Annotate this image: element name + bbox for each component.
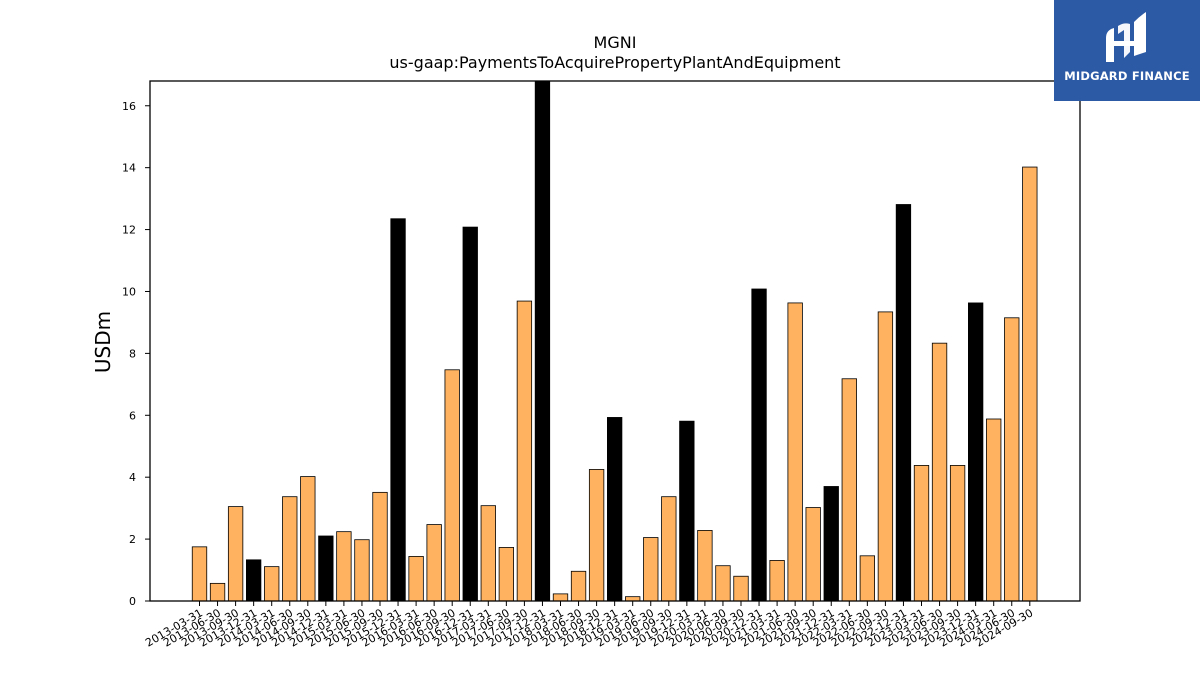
bar xyxy=(552,593,569,602)
bar xyxy=(823,486,839,602)
bar xyxy=(264,566,280,602)
bar xyxy=(715,565,731,602)
bar xyxy=(895,204,912,602)
y-tick-label: 0 xyxy=(129,595,136,608)
bar xyxy=(516,300,533,602)
bar xyxy=(968,302,984,602)
bar xyxy=(733,575,749,602)
chart-subtitle: us-gaap:PaymentsToAcquirePropertyPlantAn… xyxy=(389,53,840,72)
bar xyxy=(191,546,208,602)
bar xyxy=(679,420,695,602)
bar xyxy=(588,469,605,602)
y-tick-label: 2 xyxy=(129,533,136,546)
brand-logo: MIDGARD FINANCE xyxy=(1054,0,1200,101)
bar xyxy=(949,465,966,602)
bar xyxy=(769,560,785,602)
plot-frame xyxy=(149,80,1081,602)
y-tick-label: 12 xyxy=(122,224,136,237)
bar xyxy=(534,80,551,602)
bar xyxy=(877,311,894,602)
bar xyxy=(245,559,262,602)
brand-name: MIDGARD FINANCE xyxy=(1064,69,1190,83)
y-tick-label: 8 xyxy=(129,347,136,360)
bar xyxy=(697,530,713,602)
bar xyxy=(372,491,388,602)
bar xyxy=(318,535,334,602)
bar xyxy=(751,288,767,602)
x-axis-ticks: 2013-03-312013-06-302013-09-302013-12-31… xyxy=(143,601,1035,650)
y-tick-label: 4 xyxy=(129,471,136,484)
bar xyxy=(841,378,857,602)
bar xyxy=(859,555,875,602)
y-tick-label: 10 xyxy=(122,285,136,298)
y-axis-label: USDm xyxy=(91,311,115,373)
bar xyxy=(913,465,930,602)
bar xyxy=(209,582,226,602)
bar xyxy=(390,218,406,602)
bar xyxy=(227,506,244,602)
bar xyxy=(444,369,460,602)
bar xyxy=(354,539,370,602)
bar xyxy=(300,476,316,602)
bar xyxy=(787,302,803,602)
midgard-logo-icon xyxy=(1106,12,1146,62)
bar xyxy=(607,417,623,602)
bar xyxy=(643,537,659,602)
bar xyxy=(426,524,442,602)
bar xyxy=(282,496,298,602)
y-tick-label: 16 xyxy=(122,100,136,113)
bar xyxy=(805,507,821,602)
y-tick-label: 14 xyxy=(122,162,136,175)
y-tick-label: 6 xyxy=(129,409,136,422)
bar xyxy=(1004,317,1020,602)
bar xyxy=(661,496,677,602)
bar xyxy=(1022,166,1038,602)
bar xyxy=(498,547,515,602)
chart-title: MGNI xyxy=(594,33,637,52)
bar xyxy=(480,505,496,602)
bar xyxy=(336,531,352,602)
bar xyxy=(462,226,478,602)
bar xyxy=(408,556,424,602)
y-axis-ticks: 0 2 4 6 8 10 12 14 16 xyxy=(122,100,150,608)
bar xyxy=(931,342,948,602)
bars xyxy=(191,80,1038,602)
bar xyxy=(986,418,1002,602)
bar xyxy=(570,570,587,602)
